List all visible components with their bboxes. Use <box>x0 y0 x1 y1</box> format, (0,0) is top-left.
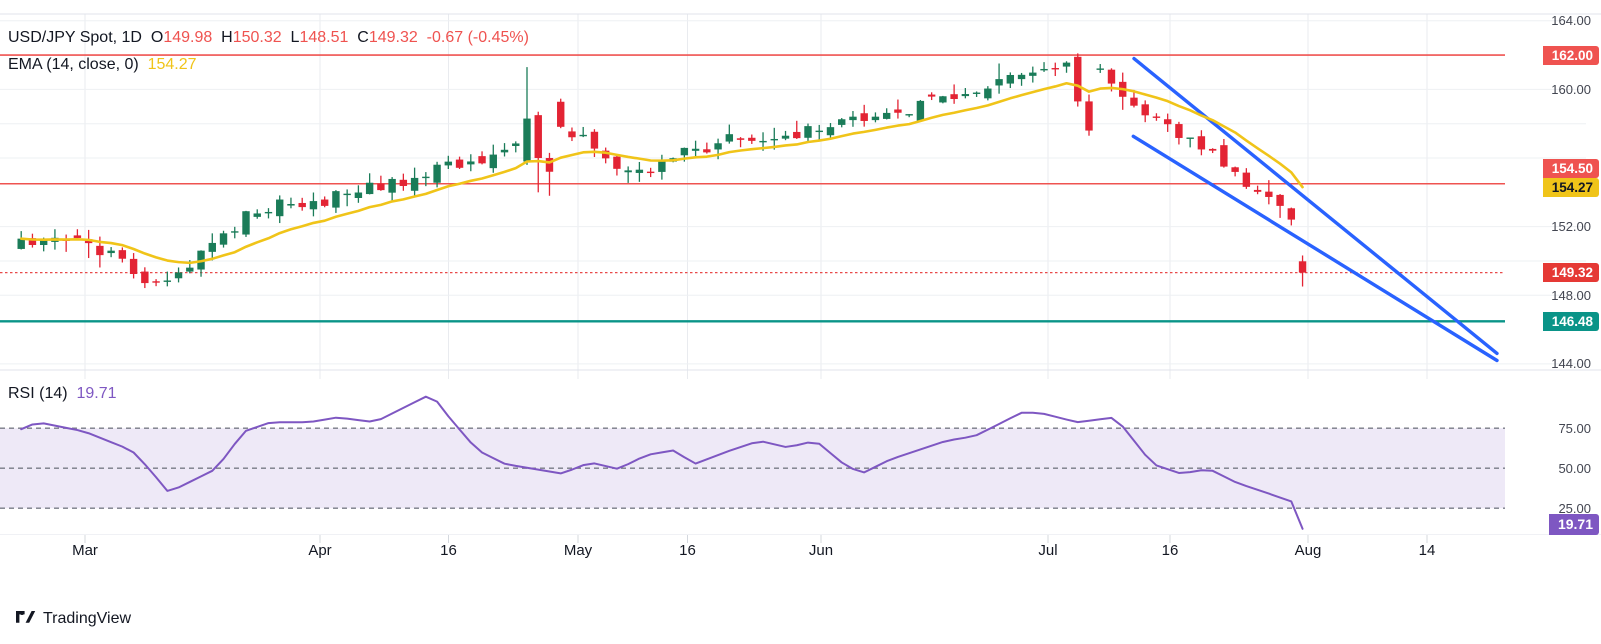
svg-text:Aug: Aug <box>1295 542 1322 559</box>
svg-text:Mar: Mar <box>72 542 98 559</box>
svg-text:14: 14 <box>1419 542 1436 559</box>
svg-text:16: 16 <box>440 542 457 559</box>
svg-text:16: 16 <box>679 542 696 559</box>
svg-text:16: 16 <box>1162 542 1179 559</box>
svg-text:May: May <box>564 542 593 559</box>
svg-text:Jun: Jun <box>809 542 833 559</box>
svg-text:Jul: Jul <box>1038 542 1057 559</box>
svg-text:Apr: Apr <box>308 542 331 559</box>
